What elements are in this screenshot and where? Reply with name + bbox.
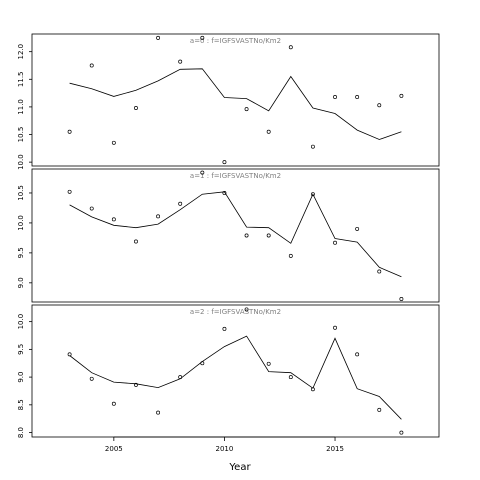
data-point <box>377 269 382 274</box>
data-point <box>111 217 116 222</box>
data-point <box>67 129 72 134</box>
y-tick-label: 10.5 <box>17 185 25 201</box>
panel-2: a=2 : f=IGFSVASTNo/Km2 8.0 8.5 9.0 9.5 10.0 <box>17 304 440 438</box>
data-point <box>333 95 337 99</box>
data-point <box>89 376 94 381</box>
data-point <box>288 375 293 380</box>
data-point <box>67 189 72 194</box>
data-point <box>222 326 227 331</box>
panel-title: a=0 : f=IGFSVASTNo/Km2 <box>190 37 281 45</box>
y-tick-label: 9.0 <box>17 372 25 383</box>
x-tick-label: 2005 <box>105 445 123 453</box>
panel-frame <box>31 168 440 303</box>
y-tick-label: 12.0 <box>17 44 25 60</box>
y-tick-label: 10.5 <box>17 127 25 143</box>
fitted-line <box>69 191 402 278</box>
data-point <box>67 352 72 357</box>
y-tick-label: 11.5 <box>17 71 25 87</box>
data-point <box>111 140 116 145</box>
y-tick-label: 9.5 <box>17 344 25 355</box>
x-axis-label: Year <box>228 462 251 473</box>
data-point <box>244 233 249 238</box>
panel-title: a=2 : f=IGFSVASTNo/Km2 <box>190 308 281 316</box>
data-point <box>266 361 271 366</box>
panel-frame <box>31 33 440 167</box>
data-point <box>178 201 183 206</box>
panel-1: a=1 : f=IGFSVASTNo/Km2 9.0 9.5 10.0 10.5 <box>17 168 440 303</box>
y-tick-label: 10.0 <box>17 314 25 330</box>
chart-panels: a=0 : f=IGFSVASTNo/Km2 10.0 10.5 11.0 11.5 12… <box>17 33 440 438</box>
data-point <box>244 307 249 312</box>
data-point <box>310 144 315 149</box>
data-point <box>288 253 293 258</box>
y-tick-label: 10.0 <box>17 154 25 170</box>
panel-frame <box>31 304 440 438</box>
data-point <box>178 375 183 380</box>
y-tick-label: 8.0 <box>17 427 25 438</box>
y-tick-label: 9.0 <box>17 277 25 288</box>
data-point <box>178 59 183 64</box>
data-point <box>222 160 227 165</box>
data-point <box>134 239 138 244</box>
data-point <box>200 170 205 175</box>
data-point <box>355 352 360 357</box>
panel-title: a=1 : f=IGFSVASTNo/Km2 <box>190 172 281 180</box>
data-point <box>134 382 138 387</box>
data-point <box>310 387 315 392</box>
data-point <box>377 103 382 108</box>
data-point <box>399 430 404 435</box>
fitted-line <box>69 68 402 140</box>
data-point <box>399 93 404 98</box>
data-point <box>266 129 271 134</box>
y-tick-label: 10.0 <box>17 215 25 231</box>
data-point <box>89 63 94 68</box>
x-tick-label: 2010 <box>216 445 234 453</box>
data-point <box>333 325 337 330</box>
data-point <box>244 107 249 112</box>
data-point <box>156 35 161 40</box>
data-point <box>310 192 315 197</box>
data-point <box>134 106 138 110</box>
y-tick-label: 9.5 <box>17 247 25 258</box>
data-point <box>355 95 360 99</box>
data-point <box>200 361 205 366</box>
data-point <box>377 407 382 412</box>
data-point <box>89 206 94 211</box>
x-tick-label: 2015 <box>326 445 344 453</box>
x-axis: 2005 2010 2015 <box>105 436 344 453</box>
data-point <box>156 410 161 415</box>
y-tick-label: 8.5 <box>17 399 25 410</box>
data-point <box>222 191 227 195</box>
data-point <box>200 35 205 40</box>
data-point <box>156 214 161 219</box>
data-point <box>355 226 360 231</box>
y-tick-label: 11.0 <box>17 99 25 115</box>
data-point <box>288 45 293 50</box>
data-point <box>111 401 116 406</box>
panel-0: a=0 : f=IGFSVASTNo/Km2 10.0 10.5 11.0 11.5 12… <box>17 33 440 170</box>
data-point <box>266 233 271 238</box>
data-point <box>399 297 404 301</box>
data-point <box>333 240 337 245</box>
fitted-line <box>69 335 402 420</box>
